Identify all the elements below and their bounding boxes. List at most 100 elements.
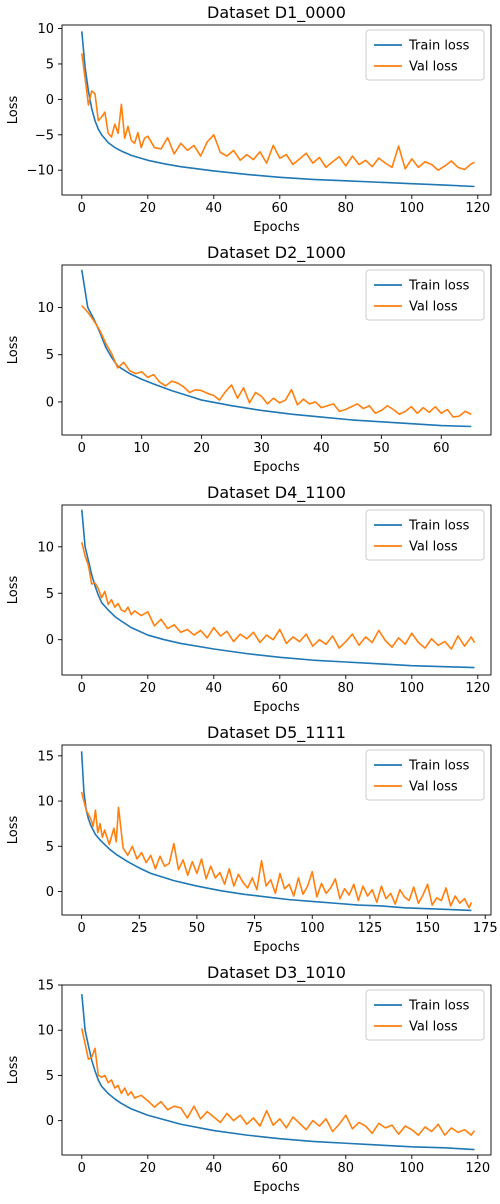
legend-box <box>365 989 485 1041</box>
chart-title: Dataset D5_1111 <box>207 723 346 743</box>
legend-box <box>365 509 485 561</box>
chart-title: Dataset D3_1010 <box>207 963 346 983</box>
y-tick-label: 0 <box>46 885 54 900</box>
x-tick-label: 0 <box>78 201 86 216</box>
x-tick-label: 30 <box>253 441 270 456</box>
x-axis-label: Epochs <box>253 940 300 955</box>
y-tick-label: 5 <box>46 1069 54 1084</box>
legend-label: Train loss <box>408 999 470 1014</box>
chart-title: Dataset D2_1000 <box>207 243 346 263</box>
legend-box <box>365 749 485 801</box>
y-tick-label: 0 <box>46 1114 54 1129</box>
x-tick-label: 100 <box>399 1161 424 1176</box>
y-tick-label: 5 <box>46 587 54 602</box>
x-tick-label: 80 <box>338 1161 355 1176</box>
legend-label: Val loss <box>409 540 458 555</box>
x-tick-label: 20 <box>193 441 210 456</box>
x-tick-label: 20 <box>140 1161 157 1176</box>
val-loss-line <box>81 305 472 418</box>
train-loss-line <box>81 993 475 1151</box>
y-tick-label: 10 <box>37 795 54 810</box>
legend-label: Train loss <box>408 279 470 294</box>
x-tick-label: 20 <box>140 681 157 696</box>
y-axis-label: Loss <box>6 1056 21 1085</box>
x-tick-label: 75 <box>246 921 263 936</box>
x-tick-label: 120 <box>465 681 490 696</box>
y-tick-label: 10 <box>37 301 54 316</box>
legend-box <box>365 29 485 81</box>
y-axis-label: Loss <box>6 96 21 125</box>
x-tick-label: 10 <box>133 441 150 456</box>
x-tick-label: 60 <box>272 681 289 696</box>
x-tick-label: 100 <box>399 201 424 216</box>
chart-title: Dataset D1_0000 <box>207 3 346 23</box>
x-tick-label: 25 <box>131 921 148 936</box>
chart-svg: Dataset D5_1111 0 25 50 75 100 125 150 175 0 5 10 15… <box>6 723 498 955</box>
x-tick-label: 40 <box>206 201 223 216</box>
x-axis-label: Epochs <box>253 220 300 235</box>
train-loss-line <box>80 269 472 428</box>
x-tick-label: 0 <box>78 681 86 696</box>
y-tick-label: 5 <box>46 840 54 855</box>
x-tick-label: 60 <box>272 1161 289 1176</box>
legend: Train loss Val loss <box>365 29 485 81</box>
y-tick-label: 5 <box>46 348 54 363</box>
chart-svg: Dataset D2_1000 0 10 20 30 40 50 60 0 5 10 Epochs Lo… <box>6 243 492 475</box>
axes-frame <box>61 744 492 916</box>
axes-frame <box>61 24 492 196</box>
val-loss-line <box>81 1028 476 1136</box>
chart-svg: Dataset D4_1100 0 20 40 60 80 100 120 0 5 10 Epochs… <box>6 483 492 715</box>
y-tick-label: 10 <box>37 1024 54 1039</box>
x-tick-label: 120 <box>465 201 490 216</box>
x-axis-label: Epochs <box>253 700 300 715</box>
legend: Train loss Val loss <box>365 269 485 321</box>
legend-label: Train loss <box>408 759 470 774</box>
x-tick-label: 60 <box>433 441 450 456</box>
x-tick-label: 80 <box>338 681 355 696</box>
axes-frame <box>61 264 492 436</box>
x-tick-label: 20 <box>140 201 157 216</box>
chart-panel: Dataset D5_1111 0 25 50 75 100 125 150 175 0 5 10 15… <box>0 720 500 960</box>
x-tick-label: 80 <box>338 201 355 216</box>
y-tick-label: 15 <box>37 749 54 764</box>
axes-frame <box>61 984 492 1156</box>
legend-label: Train loss <box>408 39 470 54</box>
x-tick-label: 40 <box>313 441 330 456</box>
legend-label: Val loss <box>409 1020 458 1035</box>
y-axis-label: Loss <box>6 816 21 845</box>
val-loss-line <box>80 791 473 909</box>
chart-panel: Dataset D2_1000 0 10 20 30 40 50 60 0 5 10 Epochs Lo… <box>0 240 500 480</box>
chart-panel: Dataset D4_1100 0 20 40 60 80 100 120 0 5 10 Epochs… <box>0 480 500 720</box>
y-tick-label: −5 <box>35 128 54 143</box>
y-tick-label: 5 <box>46 57 54 72</box>
y-axis-label: Loss <box>6 576 21 605</box>
legend-label: Val loss <box>409 780 458 795</box>
y-tick-label: 10 <box>37 540 54 555</box>
chart-panel: Dataset D1_0000 0 20 40 60 80 100 120 −10 −5 0 5 10 E… <box>0 0 500 240</box>
val-loss-line <box>81 53 475 172</box>
chart-svg: Dataset D3_1010 0 20 40 60 80 100 120 0 5 10 15 Epoc… <box>6 963 492 1195</box>
x-tick-label: 125 <box>357 921 382 936</box>
chart-svg: Dataset D1_0000 0 20 40 60 80 100 120 −10 −5 0 5 10 E… <box>6 3 492 235</box>
x-tick-label: 40 <box>206 1161 223 1176</box>
y-tick-label: 15 <box>37 979 54 994</box>
x-tick-label: 0 <box>77 921 85 936</box>
y-tick-label: 10 <box>37 22 54 37</box>
y-tick-label: 0 <box>46 633 54 648</box>
x-tick-label: 150 <box>415 921 440 936</box>
chart-title: Dataset D4_1100 <box>207 483 346 503</box>
x-tick-label: 0 <box>78 1161 86 1176</box>
x-tick-label: 100 <box>399 681 424 696</box>
y-axis-label: Loss <box>6 336 21 365</box>
x-tick-label: 0 <box>78 441 86 456</box>
legend-label: Val loss <box>409 300 458 315</box>
legend: Train loss Val loss <box>365 509 485 561</box>
legend-label: Train loss <box>408 519 470 534</box>
val-loss-line <box>81 541 476 650</box>
legend-label: Val loss <box>409 60 458 75</box>
x-tick-label: 40 <box>206 681 223 696</box>
legend-box <box>365 269 485 321</box>
x-tick-label: 100 <box>300 921 325 936</box>
legend: Train loss Val loss <box>365 989 485 1041</box>
